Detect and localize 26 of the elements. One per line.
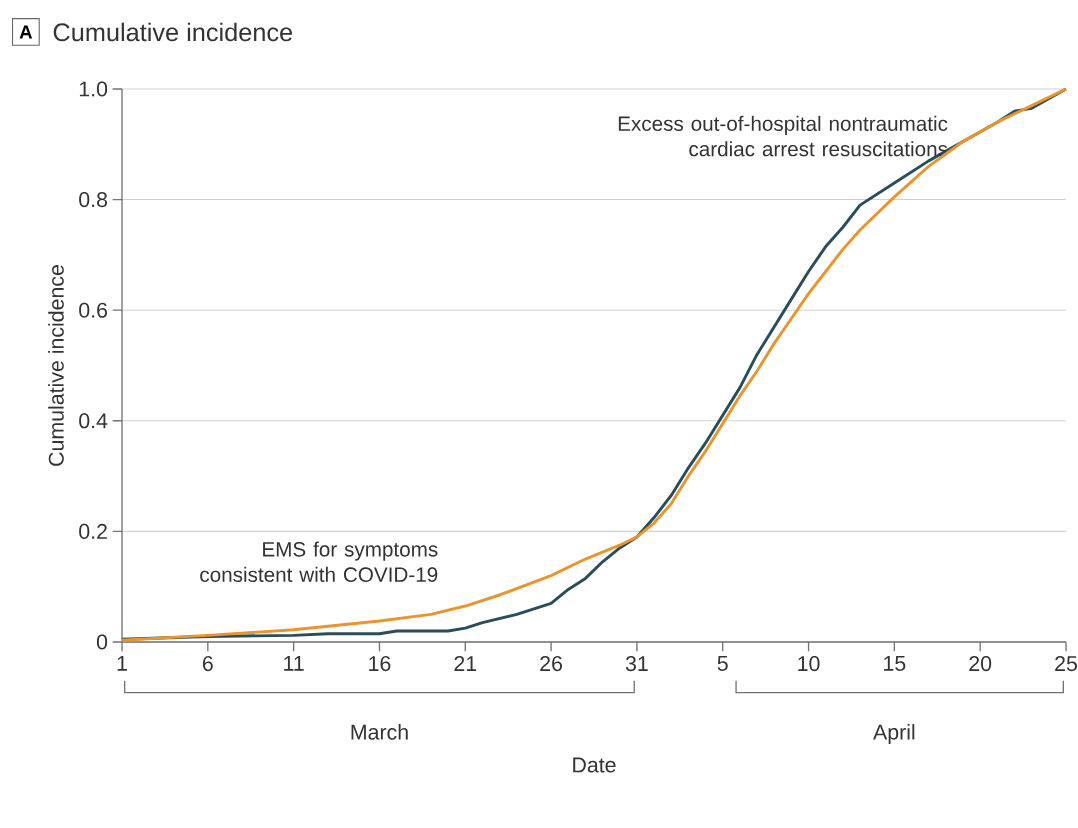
x-tick-label: 11 xyxy=(284,656,304,671)
x-tick-label: 1 xyxy=(117,656,127,671)
x-tick-label: 21 xyxy=(454,656,477,671)
x-tick-label: 25 xyxy=(1055,656,1077,672)
y-tick-label: 0.4 xyxy=(79,413,108,429)
text: A xyxy=(19,25,33,39)
x-tick-label: 15 xyxy=(884,656,906,671)
x-tick-label: 5 xyxy=(717,656,728,671)
y-tick-label: 0 xyxy=(96,634,108,650)
y-tick-label: 0.2 xyxy=(79,523,107,539)
x-tick-label: 20 xyxy=(969,656,992,672)
x-tick-label: 10 xyxy=(798,656,820,672)
x-tick-label: 16 xyxy=(369,656,391,672)
x-tick-label: 26 xyxy=(540,656,563,672)
y-tick-label: 1.0 xyxy=(79,81,108,97)
y-tick-label: 0.6 xyxy=(79,302,108,318)
text: April xyxy=(873,724,915,744)
series-label: Excess out-of-hospital nontraumatic cardiac arrest resuscitations xyxy=(618,115,948,157)
y-tick-label: 0.8 xyxy=(79,192,108,208)
x-tick-label: 31 xyxy=(625,656,648,672)
series-label: EMS for symptoms consistent with COVID-19 xyxy=(200,541,438,582)
x-tick-label: 6 xyxy=(202,656,213,672)
text: March xyxy=(351,724,408,740)
y-axis-title: Cumulative incidence xyxy=(48,265,64,466)
x-axis-title: Date xyxy=(573,757,616,773)
chart-title: Cumulative incidence xyxy=(53,22,293,42)
